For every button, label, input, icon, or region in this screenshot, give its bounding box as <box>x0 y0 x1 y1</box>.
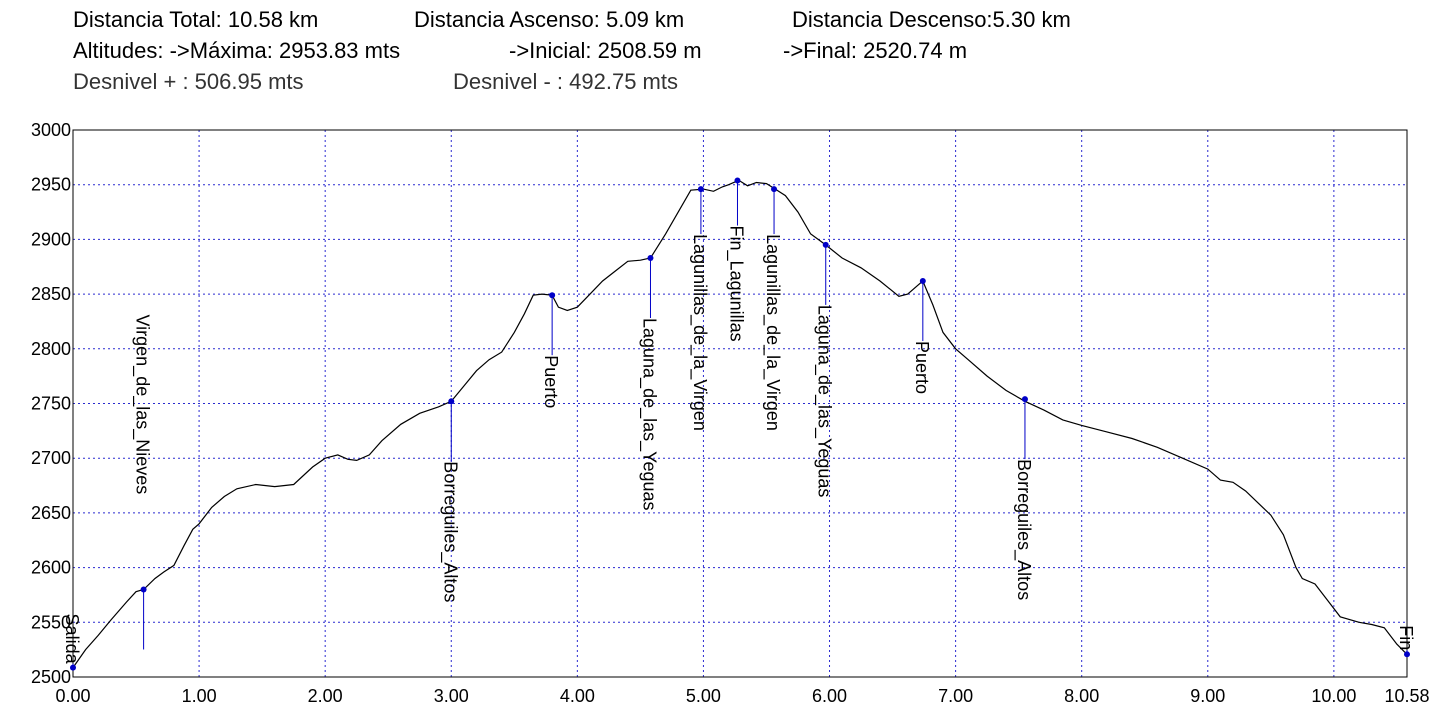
waypoint-label: Lagunillas_de_la_Virgen <box>762 234 783 431</box>
x-tick-label: 1.00 <box>182 686 217 706</box>
y-tick-label: 2600 <box>31 558 71 578</box>
x-tick-label: 5.00 <box>686 686 721 706</box>
x-tick-label: 10.58 <box>1384 686 1429 706</box>
waypoint-label: Laguna_de_las_Yeguas <box>814 305 835 498</box>
waypoint-label: Salida <box>62 614 82 665</box>
waypoint-borreguiles-altos: Borreguiles_Altos <box>1013 396 1034 600</box>
negative-elevation-gain: Desnivel - : 492.75 mts <box>453 69 678 94</box>
x-tick-label: 3.00 <box>434 686 469 706</box>
final-altitude: ->Final: 2520.74 m <box>783 38 968 63</box>
waypoint-marker <box>549 292 556 299</box>
waypoint-marker <box>1021 396 1028 403</box>
y-tick-label: 2850 <box>31 284 71 304</box>
waypoint-marker <box>919 277 926 284</box>
waypoint-virgen-de-las-nieves: Virgen_de_las_Nieves <box>132 314 153 650</box>
x-tick-label: 0.00 <box>55 686 90 706</box>
x-axis-ticks: 0.00 1.00 2.00 3.00 4.00 5.00 6.00 7.00 8.00 9.00… <box>55 686 1429 706</box>
ascent-distance: Distancia Ascenso: 5.09 km <box>414 7 685 32</box>
x-tick-label: 2.00 <box>308 686 343 706</box>
y-tick-label: 2950 <box>31 175 71 195</box>
waypoint-marker <box>697 186 704 193</box>
y-tick-label: 2650 <box>31 503 71 523</box>
waypoint-marker <box>734 177 741 184</box>
plot-frame <box>72 129 1408 678</box>
waypoint-borreguiles-altos: Borreguiles_Altos <box>439 398 460 602</box>
waypoint-puerto: Puerto <box>912 277 932 394</box>
chart-grid <box>73 130 1407 677</box>
y-tick-label: 2800 <box>31 339 71 359</box>
waypoint-marker <box>771 186 778 193</box>
waypoint-label: Virgen_de_las_Nieves <box>132 314 153 494</box>
elevation-line <box>72 179 1408 668</box>
waypoint-label: Puerto <box>541 355 561 408</box>
waypoint-marker <box>822 241 829 248</box>
waypoint-marker <box>140 586 147 593</box>
waypoint-marker <box>448 398 455 405</box>
waypoint-label: Puerto <box>912 341 932 394</box>
y-tick-label: 2700 <box>31 448 71 468</box>
x-tick-label: 8.00 <box>1064 686 1099 706</box>
y-tick-label: 3000 <box>31 120 71 140</box>
waypoints: Salida Virgen_de_las_Nieves Borreguiles_Al… <box>62 177 1416 671</box>
waypoint-marker <box>1404 651 1410 658</box>
waypoint-label: Fin_Lagunillas <box>725 226 746 342</box>
total-distance: Distancia Total: 10.58 km <box>73 7 319 32</box>
waypoint-salida: Salida <box>62 614 82 671</box>
waypoint-fin-lagunillas: Fin_Lagunillas <box>725 177 746 342</box>
waypoint-marker <box>70 664 76 671</box>
waypoint-label: Borreguiles_Altos <box>439 461 460 602</box>
waypoint-marker <box>647 254 654 261</box>
x-tick-label: 7.00 <box>938 686 973 706</box>
x-tick-label: 9.00 <box>1190 686 1225 706</box>
waypoint-laguna-de-las-yeguas: Laguna_de_las_Yeguas <box>814 241 835 498</box>
x-tick-label: 10.00 <box>1311 686 1356 706</box>
y-tick-label: 2550 <box>31 612 71 632</box>
waypoint-label: Borreguiles_Altos <box>1013 459 1034 600</box>
x-tick-label: 6.00 <box>812 686 847 706</box>
waypoint-puerto: Puerto <box>541 292 561 408</box>
y-axis-ticks: 2500 2550 2600 2650 2700 2750 2800 2850 2900 2950… <box>31 120 71 687</box>
descent-distance: Distancia Descenso:5.30 km <box>792 7 1071 32</box>
y-tick-label: 2500 <box>31 667 71 687</box>
y-tick-label: 2900 <box>31 229 71 249</box>
waypoint-lagunillas-de-la-virgen: Lagunillas_de_la_Virgen <box>689 186 710 431</box>
positive-elevation-gain: Desnivel + : 506.95 mts <box>73 69 304 94</box>
y-tick-label: 2750 <box>31 394 71 414</box>
x-tick-label: 4.00 <box>560 686 595 706</box>
waypoint-label: Laguna_de_las_Yeguas <box>638 318 659 511</box>
initial-altitude: ->Inicial: 2508.59 m <box>509 38 702 63</box>
waypoint-laguna-de-las-yeguas: Laguna_de_las_Yeguas <box>638 254 659 511</box>
waypoint-label: Lagunillas_de_la_Virgen <box>689 234 710 431</box>
max-altitude: Altitudes: ->Máxima: 2953.83 mts <box>73 38 401 63</box>
waypoint-label: Fin <box>1396 625 1416 650</box>
waypoint-fin: Fin <box>1396 625 1416 658</box>
waypoint-lagunillas-de-la-virgen: Lagunillas_de_la_Virgen <box>762 186 783 431</box>
